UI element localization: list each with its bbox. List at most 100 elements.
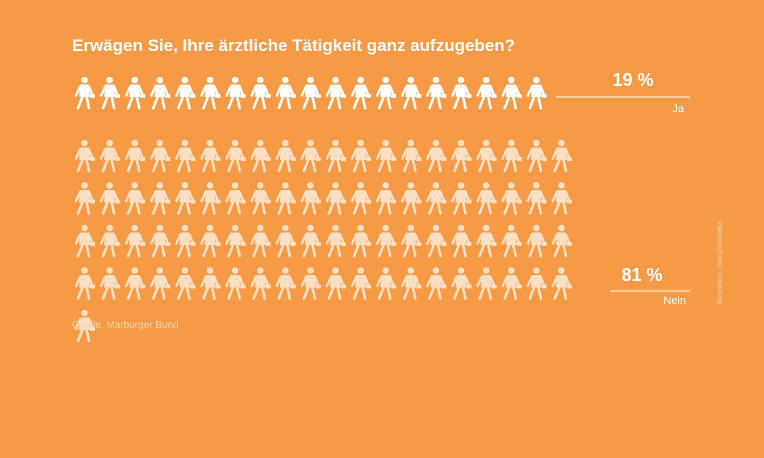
doctor-icon-ja <box>74 76 95 110</box>
doctor-icon-ja <box>451 76 472 110</box>
doctor-icon-nein <box>74 224 95 258</box>
doctor-icon-nein <box>150 224 171 258</box>
doctor-icon-nein <box>99 267 121 300</box>
doctor-icon-nein <box>200 267 221 300</box>
doctor-icon-nein <box>401 182 422 215</box>
doctor-icon-nein <box>99 224 121 258</box>
doctor-icon-nein <box>250 182 271 215</box>
doctor-icon-nein <box>124 182 146 215</box>
doctor-icon-nein <box>250 224 271 258</box>
doctor-icon-nein <box>275 224 296 258</box>
doctor-icon-nein <box>200 139 221 173</box>
doctor-icon-nein <box>526 224 547 258</box>
doctor-icon-nein <box>275 182 296 215</box>
doctor-icon-ja <box>150 76 171 110</box>
doctor-icon-nein <box>426 139 447 173</box>
doctor-icon-nein <box>225 267 246 300</box>
source-note: Quelle: Marburger Bund <box>72 320 179 331</box>
doctor-icon-ja <box>526 76 547 110</box>
doctor-icon-nein <box>426 267 447 300</box>
nein-value: 81 % <box>621 265 662 285</box>
doctor-icon-nein <box>426 182 447 215</box>
doctor-icon-ja <box>350 76 372 110</box>
doctor-icon-nein <box>250 139 271 173</box>
doctor-icon-nein <box>526 182 547 215</box>
doctor-icon-nein <box>551 182 572 215</box>
doctor-icon-nein <box>175 267 196 300</box>
doctor-icon-ja <box>476 76 497 110</box>
doctor-icon-nein <box>426 224 447 258</box>
doctor-icon-nein <box>376 224 397 258</box>
ja-label: Ja <box>672 103 685 115</box>
doctor-icon-nein <box>74 139 95 173</box>
doctor-icon-nein <box>275 139 296 173</box>
doctor-icon-nein <box>225 139 246 173</box>
doctor-icon-nein <box>501 139 522 173</box>
ja-value: 19 % <box>612 70 653 90</box>
doctor-icon-nein <box>551 139 572 173</box>
doctor-icon-ja <box>501 76 522 110</box>
doctor-icon-nein <box>200 182 221 215</box>
doctor-icon-nein <box>401 139 422 173</box>
doctor-icon-ja <box>225 76 246 110</box>
doctor-icon-nein <box>300 224 321 258</box>
doctor-icon-nein <box>376 139 397 173</box>
doctor-icon-nein <box>476 139 497 173</box>
doctor-icon-ja <box>376 76 397 110</box>
doctor-icon-nein <box>250 267 271 300</box>
doctor-icon-nein <box>451 267 472 300</box>
doctor-icon-nein <box>476 267 497 300</box>
doctor-icon-nein <box>476 224 497 258</box>
doctor-icon-nein <box>376 182 397 215</box>
doctor-icon-nein <box>376 267 397 300</box>
doctor-icon-nein <box>350 224 372 258</box>
doctor-icon-nein <box>325 224 346 258</box>
doctor-icon-nein <box>124 267 146 300</box>
doctor-icon-ja <box>300 76 321 110</box>
doctor-icon-ja <box>124 76 146 110</box>
doctor-icon-nein <box>451 182 472 215</box>
doctor-icon-ja <box>250 76 271 110</box>
doctor-icon-nein <box>501 182 522 215</box>
doctor-icon-nein <box>551 267 572 300</box>
doctor-icon-nein <box>350 182 372 215</box>
doctor-icon-ja <box>426 76 447 110</box>
doctor-icon-nein <box>451 139 472 173</box>
doctor-icon-nein <box>551 224 572 258</box>
nein-label: Nein <box>663 295 686 307</box>
doctor-icon-ja <box>175 76 196 110</box>
doctor-icon-nein <box>124 139 146 173</box>
doctor-icon-nein <box>526 139 547 173</box>
doctor-icon-nein <box>526 267 547 300</box>
doctor-icon-nein <box>200 224 221 258</box>
doctor-icon-nein <box>225 182 246 215</box>
doctor-icon-nein <box>325 182 346 215</box>
doctor-icon-ja <box>99 76 121 110</box>
doctor-icon-nein <box>150 182 171 215</box>
doctor-icon-nein <box>74 309 95 343</box>
doctor-icon-nein <box>99 139 121 173</box>
doctor-icon-nein <box>150 139 171 173</box>
doctor-icon-nein <box>300 139 321 173</box>
illustration-credit-text: Illustration: iStock/odudeka <box>717 221 724 305</box>
doctor-icon-nein <box>175 224 196 258</box>
doctor-icon-nein <box>476 182 497 215</box>
doctor-icon-nein <box>300 267 321 300</box>
doctor-icon-nein <box>175 139 196 173</box>
doctor-icon-ja <box>200 76 221 110</box>
doctor-icon-nein <box>150 267 171 300</box>
doctor-icon-nein <box>300 182 321 215</box>
doctor-icon-nein <box>350 267 372 300</box>
doctor-icon-nein <box>124 224 146 258</box>
doctor-icon-nein <box>501 224 522 258</box>
doctor-icon-nein <box>99 182 121 215</box>
doctor-icon-nein <box>350 139 372 173</box>
doctor-icon-nein <box>401 224 422 258</box>
doctor-icon-nein <box>275 267 296 300</box>
doctor-icon-ja <box>401 76 422 110</box>
doctor-icon-nein <box>325 139 346 173</box>
doctor-icon-nein <box>401 267 422 300</box>
doctor-icon-ja <box>275 76 296 110</box>
